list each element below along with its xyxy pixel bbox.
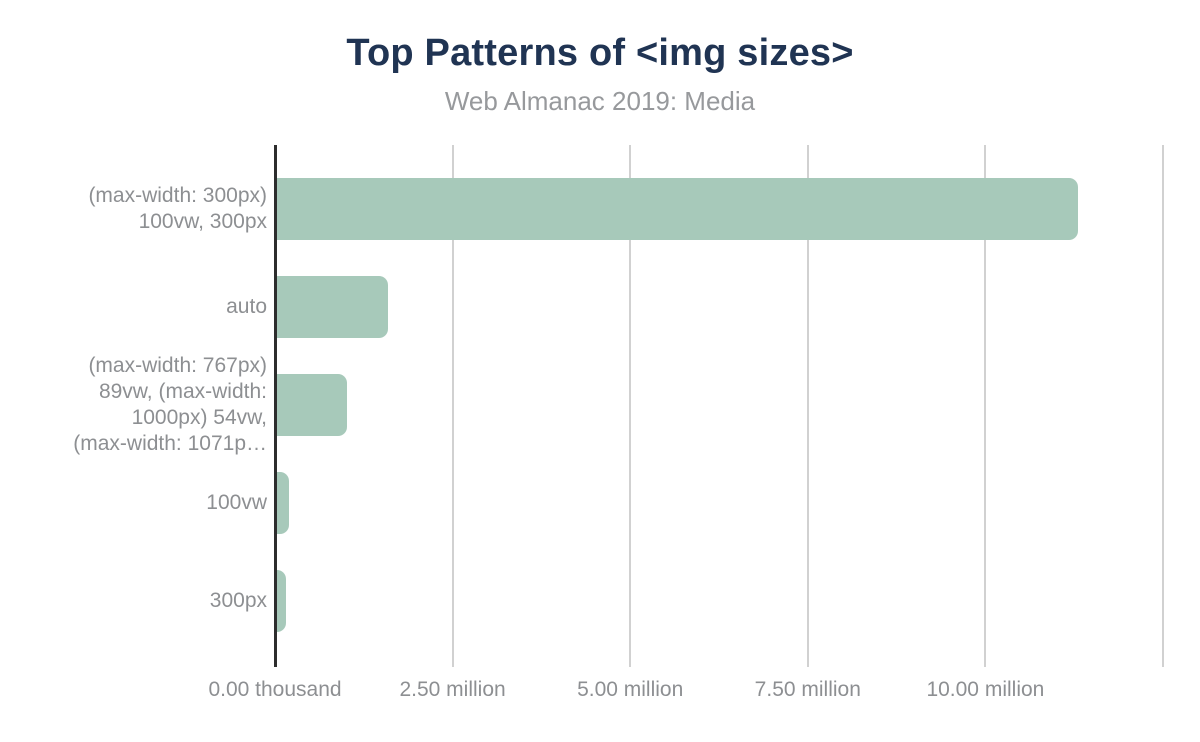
gridline: [1162, 145, 1164, 667]
category-label-line: (max-width: 767px): [88, 354, 267, 377]
category-label: auto: [0, 294, 267, 320]
bar: [277, 276, 388, 338]
y-axis-labels: (max-width: 300px) 100vw, 300px auto (max-w…: [0, 145, 267, 667]
gridline: [629, 145, 632, 667]
category-label-line: 1000px) 54vw,: [131, 406, 267, 429]
bar: [277, 570, 286, 632]
category-label-line: 100vw: [206, 491, 267, 514]
category-label: (max-width: 300px) 100vw, 300px: [0, 183, 267, 235]
category-label-line: auto: [226, 295, 267, 318]
x-axis-labels: 0.00 thousand 2.50 million 5.00 million 7.5…: [208, 676, 1163, 708]
bar: [277, 178, 1078, 240]
gridline: [984, 145, 987, 667]
gridline: [806, 145, 809, 667]
category-label-line: 300px: [209, 589, 267, 612]
x-axis-tick-label: 7.50 million: [754, 678, 861, 701]
gridline: [451, 145, 454, 667]
category-label: (max-width: 767px) 89vw, (max-width: 1000p…: [0, 353, 267, 457]
category-label: 100vw: [0, 490, 267, 516]
category-label-line: 100vw, 300px: [138, 210, 267, 233]
category-label-line: (max-width: 1071p…: [73, 432, 267, 455]
x-axis-tick-label: 5.00 million: [577, 678, 684, 701]
x-axis-tick-label: 10.00 million: [926, 678, 1045, 701]
bar: [277, 374, 347, 436]
category-label-line: 89vw, (max-width:: [98, 380, 267, 403]
plot-area: [274, 145, 1164, 667]
x-axis-tick-label: 2.50 million: [399, 678, 506, 701]
x-axis-tick-label: 0.00 thousand: [208, 678, 342, 701]
category-label: 300px: [0, 588, 267, 614]
y-axis-line: [274, 145, 277, 667]
category-label-line: (max-width: 300px): [88, 184, 267, 207]
chart-subtitle: Web Almanac 2019: Media: [444, 86, 756, 116]
chart-title: Top Patterns of <img sizes>: [346, 32, 854, 74]
bar: [277, 472, 290, 534]
